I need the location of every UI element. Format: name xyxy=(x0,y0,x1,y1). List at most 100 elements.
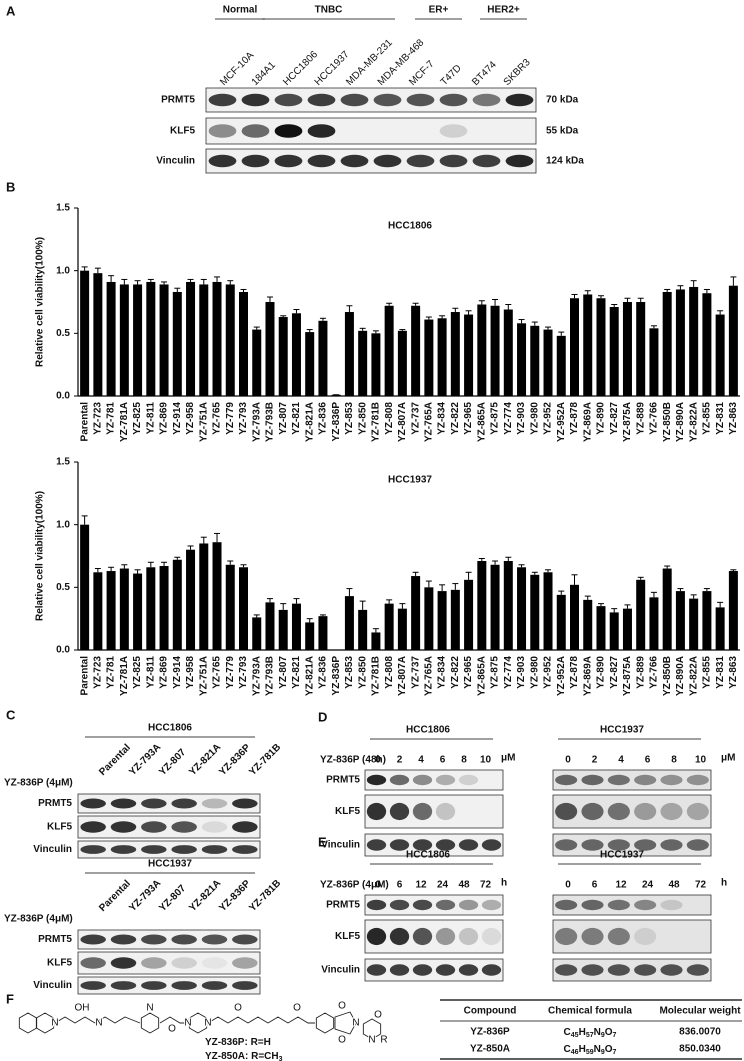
blot-band xyxy=(232,934,258,945)
bond-chain xyxy=(54,1016,141,1024)
blot-band xyxy=(208,93,237,107)
unit-label: h xyxy=(721,878,727,889)
cell-line-title: HCC1806 xyxy=(406,850,450,861)
protein-label: Vinculin xyxy=(33,980,72,991)
protein-label: KLF5 xyxy=(47,822,72,833)
bar xyxy=(702,591,712,650)
blot-band xyxy=(412,964,433,976)
blot-band xyxy=(110,798,137,809)
blot-band xyxy=(412,899,433,911)
bar xyxy=(583,599,593,650)
x-tick-label: YZ-825 xyxy=(132,402,143,435)
table-header: Molecular weight xyxy=(659,1006,741,1017)
blot-band xyxy=(80,934,106,945)
bond-chain xyxy=(207,1016,315,1024)
blot-band xyxy=(581,927,604,946)
bar xyxy=(636,302,646,396)
blot-band xyxy=(389,774,410,786)
cell-line-title: HCC1937 xyxy=(148,859,192,870)
y-axis-label: Relative cell viability(100%) xyxy=(35,237,46,367)
atom-label: O xyxy=(168,1024,176,1035)
blot-band xyxy=(201,798,228,809)
blot-band xyxy=(435,802,456,821)
x-tick-label: YZ-808 xyxy=(384,402,395,435)
blot-band xyxy=(373,93,402,107)
condition-label: 8 xyxy=(461,755,467,766)
x-tick-label: YZ-869 xyxy=(159,656,170,689)
x-tick-label: YZ-865A xyxy=(476,402,487,442)
x-tick-label: YZ-890 xyxy=(596,656,607,689)
blot-band xyxy=(435,839,456,851)
blot-band xyxy=(634,964,657,976)
bar xyxy=(225,284,235,396)
blot-band xyxy=(439,124,468,138)
x-tick-label: YZ-822A xyxy=(688,656,699,696)
bar xyxy=(543,572,553,650)
table-header: Compound xyxy=(464,1006,517,1017)
bar xyxy=(715,607,725,650)
blot-band xyxy=(171,981,197,990)
bar xyxy=(212,542,222,650)
bar xyxy=(358,330,368,396)
x-tick-label: YZ-751A xyxy=(198,656,209,696)
cell-line-title: HCC1937 xyxy=(600,850,644,861)
condition-label: 72 xyxy=(480,880,492,891)
bar xyxy=(331,394,341,396)
x-tick-label: YZ-781B xyxy=(371,402,382,442)
bar xyxy=(199,543,209,650)
x-tick-label: YZ-723 xyxy=(93,656,104,689)
x-tick-label: YZ-958 xyxy=(185,656,196,689)
bar xyxy=(662,291,672,396)
condition-label: 0 xyxy=(565,755,571,766)
table-cell: YZ-836P xyxy=(470,1027,510,1038)
blot-band xyxy=(340,93,369,107)
condition-label: 24 xyxy=(437,880,449,891)
bar xyxy=(305,332,315,396)
blot-band xyxy=(208,154,237,168)
bar xyxy=(689,286,699,396)
y-tick-label: 1.0 xyxy=(56,265,70,276)
blot-band xyxy=(366,927,387,946)
protein-label: PRMT5 xyxy=(326,775,360,786)
bar xyxy=(106,281,116,396)
atom-label: O xyxy=(338,1001,346,1012)
x-tick-label: YZ-807A xyxy=(397,402,408,442)
blot-band xyxy=(110,934,137,945)
x-tick-label: YZ-875A xyxy=(622,402,633,442)
blot-band xyxy=(435,774,456,786)
bar xyxy=(252,617,262,650)
blot-band xyxy=(686,774,709,786)
blot-band xyxy=(141,845,167,854)
blot-band xyxy=(607,802,630,821)
bar xyxy=(212,281,222,396)
size-label: 55 kDa xyxy=(546,126,579,137)
x-tick-label: YZ-831 xyxy=(715,402,726,435)
y-tick-label: 0.5 xyxy=(56,328,70,339)
condition-label: 6 xyxy=(397,880,403,891)
blot-band xyxy=(141,821,167,833)
bar xyxy=(133,284,143,396)
blot-band xyxy=(607,899,630,911)
x-tick-label: YZ-834 xyxy=(437,656,448,689)
treatment-label: YZ-836P (4μM) xyxy=(4,914,73,925)
group-label: HER2+ xyxy=(487,5,520,16)
bar xyxy=(503,561,513,650)
bar xyxy=(291,603,301,650)
y-tick-label: 0.5 xyxy=(56,582,70,593)
bar xyxy=(675,289,685,396)
blot-band xyxy=(201,821,228,833)
panel-label: D xyxy=(318,709,327,724)
bar xyxy=(543,329,553,396)
group-label: Normal xyxy=(223,5,258,16)
x-tick-label: YZ-903 xyxy=(516,402,527,435)
blot-band xyxy=(607,839,630,851)
blot-band xyxy=(141,981,167,990)
condition-label: 4 xyxy=(618,755,624,766)
blot-band xyxy=(634,927,657,946)
x-tick-label: YZ-774 xyxy=(503,656,514,689)
protein-label: PRMT5 xyxy=(161,95,195,106)
x-tick-label: YZ-807 xyxy=(278,402,289,435)
bar xyxy=(675,591,685,650)
blot-band xyxy=(555,927,578,946)
table-cell: C45H57N9O7 xyxy=(564,1027,617,1040)
